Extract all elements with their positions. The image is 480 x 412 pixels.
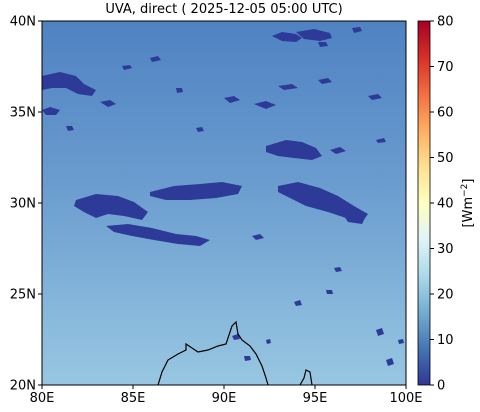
patch-mid-3 <box>254 101 276 109</box>
colorbar-label-close: ] <box>461 179 476 184</box>
patch-mid-7 <box>196 127 204 132</box>
patch-south-4 <box>376 328 384 336</box>
colorbar-tick-label: 0 <box>437 379 445 394</box>
y-axis: 20N 25N 30N 35N 40N <box>10 15 42 394</box>
colorbar-tick-label: 40 <box>437 197 454 212</box>
patch-west-5 <box>122 65 132 70</box>
patch-west-2 <box>42 107 60 115</box>
patch-south-7 <box>266 339 271 344</box>
y-tick-label: 25N <box>10 288 36 303</box>
coastline-east <box>299 369 313 385</box>
x-tick-label: 90E <box>212 391 237 406</box>
patch-south-3 <box>326 290 333 294</box>
colorbar-tick-label: 50 <box>437 151 454 166</box>
colorbar-bar <box>417 20 431 386</box>
x-tick-label: 85E <box>121 391 146 406</box>
colorbar-tick-label: 80 <box>437 15 454 30</box>
patch-south-2 <box>294 300 302 306</box>
patch-north-2 <box>296 29 332 41</box>
y-tick-label: 40N <box>10 15 36 30</box>
patch-south-6 <box>398 339 404 344</box>
patch-south-8 <box>232 334 240 340</box>
patch-south-5 <box>386 358 394 366</box>
patch-south-9 <box>244 356 251 361</box>
patch-band-south <box>106 224 210 246</box>
colorbar-label-exponent: −2 <box>460 184 470 197</box>
patch-mid-1 <box>176 88 183 93</box>
map-title: UVA, direct ( 2025-12-05 05:00 UTC) <box>105 2 343 17</box>
patch-north-3 <box>318 42 328 47</box>
coastline <box>157 320 313 385</box>
colorbar-ticks: 0 10 20 30 40 50 60 70 80 <box>430 15 454 394</box>
colorbar-tick-label: 60 <box>437 106 454 121</box>
patch-west-3 <box>100 100 116 107</box>
patch-north-4 <box>352 27 362 33</box>
y-tick-label: 20N <box>10 379 36 394</box>
colorbar-tick-label: 30 <box>437 242 454 257</box>
colorbar-label-unit: [Wm <box>461 197 476 228</box>
y-tick-label: 30N <box>10 197 36 212</box>
coastline-bengal <box>157 320 269 385</box>
patch-west-1 <box>42 72 96 96</box>
colorbar-tick-label: 20 <box>437 288 454 303</box>
y-tick-label: 35N <box>10 106 36 121</box>
patch-east-33n-b <box>330 147 346 154</box>
patch-mid-5 <box>318 78 332 84</box>
colorbar-label: [Wm−2] <box>460 179 476 228</box>
patch-band-west <box>74 194 148 220</box>
colorbar-tick-label: 10 <box>437 333 454 348</box>
patch-west-4 <box>66 126 74 131</box>
patch-east-33n-c <box>376 138 386 143</box>
patch-north-1 <box>272 32 302 42</box>
x-axis: 80E 85E 90E 95E 100E <box>30 385 423 406</box>
patch-south-1 <box>334 267 342 272</box>
patch-band-tail <box>252 234 264 240</box>
patch-east-33n <box>266 140 322 160</box>
colorbar-tick-label: 70 <box>437 60 454 75</box>
patch-band-center <box>150 182 242 200</box>
x-tick-label: 95E <box>303 391 328 406</box>
low-value-patches <box>42 27 404 366</box>
x-tick-label: 80E <box>30 391 55 406</box>
patch-mid-6 <box>368 94 382 100</box>
patch-band-east-b <box>340 210 366 224</box>
patch-west-6 <box>150 56 161 62</box>
patch-mid-2 <box>224 96 240 103</box>
patch-mid-4 <box>278 84 298 90</box>
x-tick-label: 100E <box>389 391 422 406</box>
